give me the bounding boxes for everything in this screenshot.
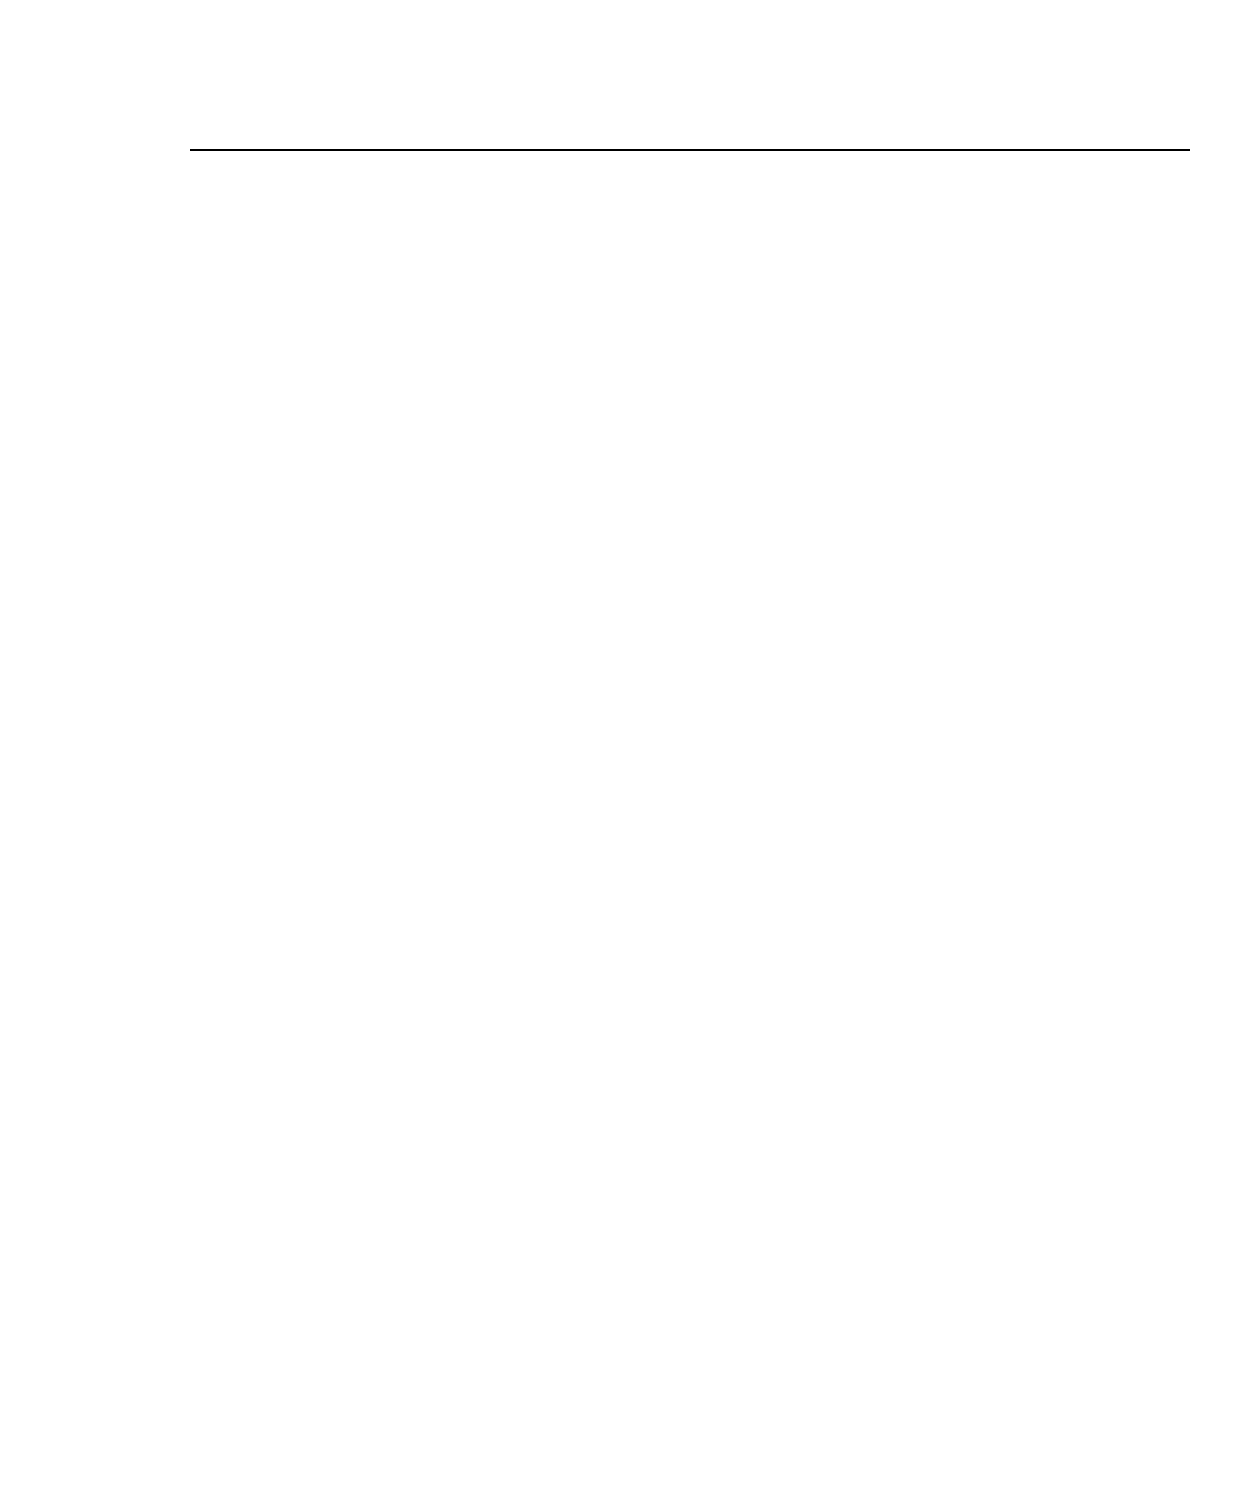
svg-rect-0 — [0, 0, 1240, 1509]
